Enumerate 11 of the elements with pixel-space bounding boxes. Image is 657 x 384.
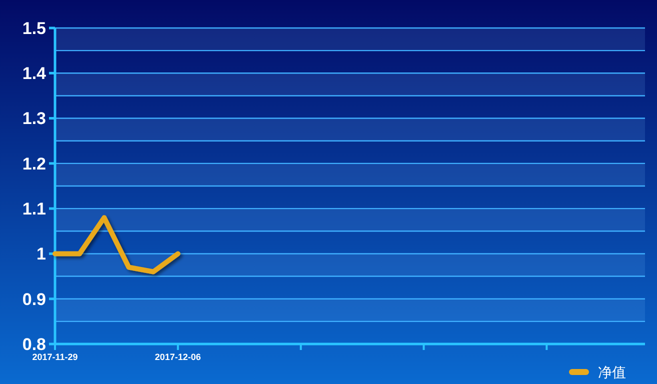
y-tick-label: 1.3 xyxy=(22,109,46,128)
y-tick-label: 1.5 xyxy=(22,18,46,38)
x-tick-label: 2017-12-06 xyxy=(154,352,201,362)
y-tick-label: 0.9 xyxy=(22,290,46,309)
y-tick-label: 0.8 xyxy=(22,334,46,354)
y-tick-label: 1.1 xyxy=(22,200,46,219)
legend-label: 净值 xyxy=(598,364,626,380)
y-tick-label: 1 xyxy=(36,244,46,264)
x-tick-label: 2017-11-29 xyxy=(32,352,78,362)
y-tick-label: 1.2 xyxy=(22,154,46,174)
y-tick-label: 1.4 xyxy=(22,64,47,84)
